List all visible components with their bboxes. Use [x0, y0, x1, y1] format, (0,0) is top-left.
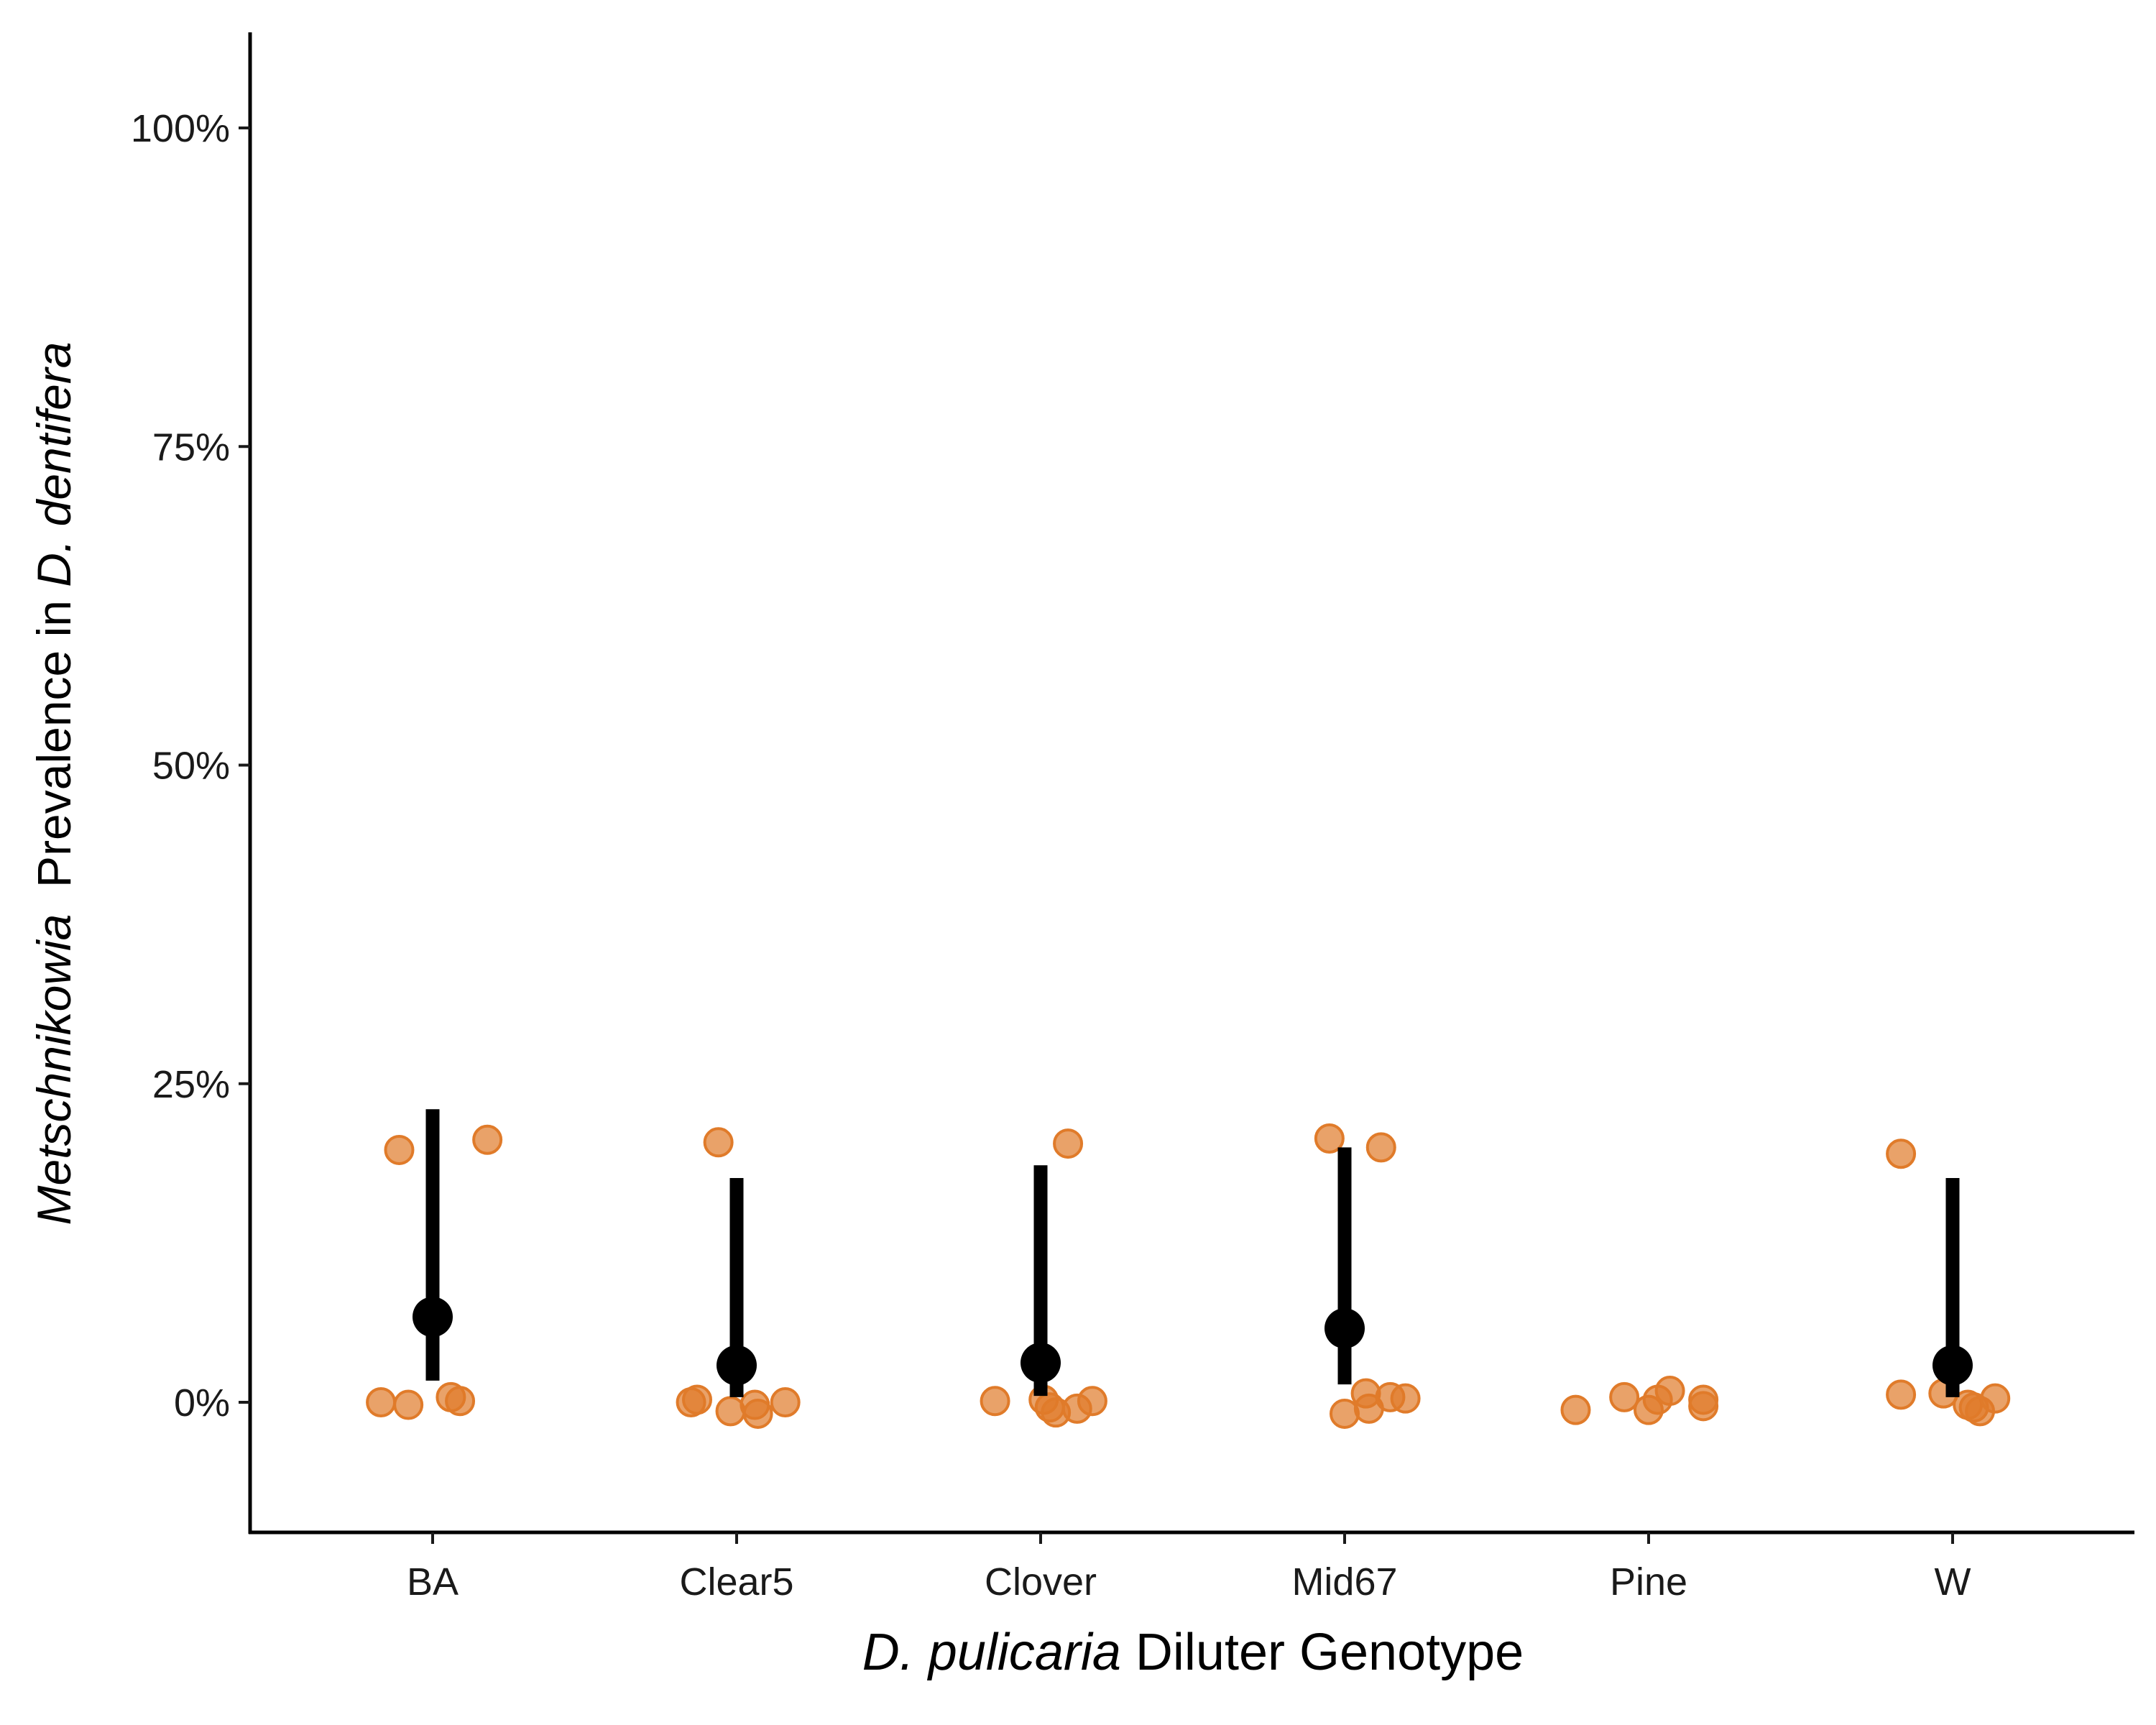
x-axis: BA Clear5 Clover Mid67 Pine W — [249, 1530, 2134, 1604]
replicate-point — [1609, 1381, 1640, 1412]
y-tick-label: 50% — [152, 745, 230, 788]
replicate-point — [1560, 1394, 1591, 1425]
replicate-point — [682, 1384, 713, 1415]
replicate-point — [980, 1386, 1010, 1417]
replicate-point — [1330, 1398, 1360, 1429]
replicate-point — [1365, 1132, 1396, 1163]
replicate-point — [1980, 1383, 2011, 1414]
y-axis-title: Metschnikowia Prevalence in D. dentifera — [27, 342, 80, 1225]
y-tick-label: 75% — [152, 426, 230, 469]
estimate-point — [1932, 1345, 1973, 1386]
x-tick-label: Mid67 — [1291, 1560, 1397, 1604]
x-tick-label: Clover — [985, 1560, 1097, 1604]
replicate-point — [1654, 1376, 1685, 1407]
replicate-point — [366, 1387, 397, 1417]
replicate-point — [1053, 1128, 1084, 1159]
replicate-point — [393, 1389, 424, 1420]
replicate-point — [472, 1124, 503, 1155]
x-tick-label: W — [1935, 1560, 1971, 1604]
x-tick-label: Clear5 — [679, 1560, 793, 1604]
axis-title-part: Diluter Genotype — [1121, 1624, 1524, 1681]
replicate-point — [1350, 1378, 1381, 1409]
y-tick-label: 100% — [131, 107, 230, 150]
estimate-point — [413, 1297, 453, 1338]
replicate-points — [366, 1123, 2011, 1429]
x-axis-title: D. pulicaria Diluter Genotype — [862, 1624, 1524, 1681]
replicate-point — [703, 1127, 734, 1158]
x-tick-label: BA — [407, 1560, 459, 1604]
y-tick-label: 25% — [152, 1063, 230, 1106]
replicate-point — [1077, 1386, 1107, 1417]
axis-title-part: Metschnikowia — [27, 914, 80, 1225]
replicate-point — [770, 1387, 801, 1417]
replicate-point — [1886, 1138, 1917, 1169]
axis-title-part: D. dentifera — [27, 342, 80, 587]
replicate-point — [445, 1386, 476, 1417]
x-tick-label: Pine — [1610, 1560, 1687, 1604]
y-axis: 0% 25% 50% 75% 100% — [131, 32, 252, 1534]
estimates — [413, 1109, 1973, 1397]
axis-title-part: D. pulicaria — [862, 1624, 1121, 1681]
replicate-point — [1688, 1391, 1719, 1422]
replicate-point — [715, 1396, 746, 1427]
replicate-point — [1886, 1379, 1917, 1410]
replicate-point — [742, 1398, 773, 1429]
estimate-point — [717, 1345, 757, 1386]
replicate-point — [1314, 1123, 1345, 1154]
replicate-point — [1390, 1383, 1421, 1414]
axis-title-part: Prevalence in — [27, 587, 80, 914]
y-tick-label: 0% — [174, 1381, 230, 1425]
estimate-point — [1021, 1343, 1061, 1384]
replicate-point — [384, 1134, 415, 1165]
estimate-point — [1325, 1308, 1365, 1349]
